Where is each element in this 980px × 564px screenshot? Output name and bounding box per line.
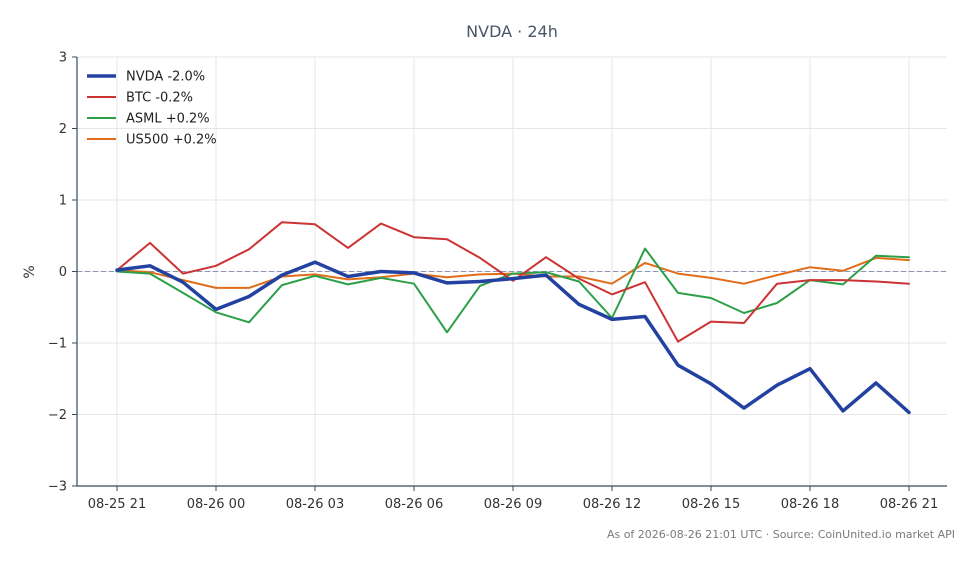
- x-tick-label: 08-25 21: [88, 497, 146, 512]
- y-axis-label: %: [22, 265, 38, 278]
- y-axis-ticks: 3 2 1 0 −1 −2 −3: [48, 51, 77, 495]
- y-tick-label: 2: [59, 122, 67, 137]
- y-tick-label: 3: [59, 51, 67, 66]
- series-lines: [115, 221, 911, 415]
- series-line-nvda: [115, 260, 911, 415]
- legend: NVDA -2.0% BTC -0.2% ASML +0.2% US500 +0.2%: [87, 70, 217, 148]
- y-tick-label: 1: [59, 194, 67, 209]
- x-tick-label: 08-26 21: [880, 497, 938, 512]
- x-tick-label: 08-26 00: [187, 497, 245, 512]
- series-line-btc: [116, 221, 910, 343]
- y-tick-label: −2: [48, 408, 67, 423]
- series-line-asml: [116, 247, 910, 334]
- footer-source: As of 2026-08-26 21:01 UTC · Source: Coi…: [607, 528, 955, 541]
- x-tick-label: 08-26 03: [286, 497, 344, 512]
- y-tick-label: −1: [48, 337, 67, 352]
- x-axis-ticks: 08-25 21 08-26 00 08-26 03 08-26 06 08-26 09…: [88, 486, 938, 512]
- x-tick-label: 08-26 12: [583, 497, 641, 512]
- y-tick-label: −3: [48, 480, 67, 495]
- legend-label: NVDA -2.0%: [126, 70, 205, 85]
- x-tick-label: 08-26 18: [781, 497, 839, 512]
- chart-title: NVDA · 24h: [466, 22, 558, 41]
- x-tick-label: 08-26 06: [385, 497, 443, 512]
- x-tick-label: 08-26 15: [682, 497, 740, 512]
- x-tick-label: 08-26 09: [484, 497, 542, 512]
- legend-label: US500 +0.2%: [126, 133, 217, 148]
- legend-label: ASML +0.2%: [126, 112, 210, 127]
- legend-label: BTC -0.2%: [126, 91, 193, 106]
- y-tick-label: 0: [59, 265, 67, 280]
